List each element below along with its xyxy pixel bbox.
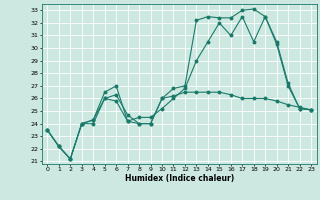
X-axis label: Humidex (Indice chaleur): Humidex (Indice chaleur) [124, 174, 234, 183]
